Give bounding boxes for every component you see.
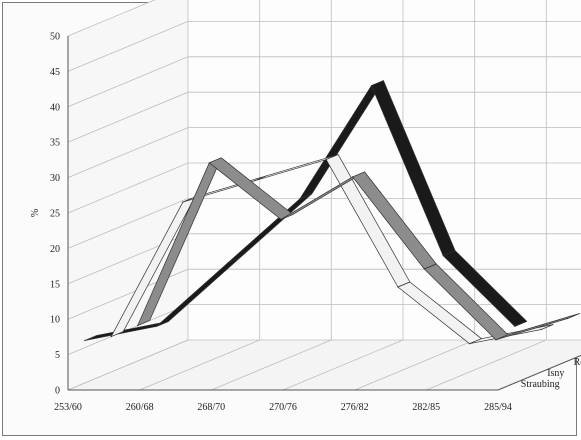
y-tick-label-5: 25	[50, 209, 60, 220]
data-point-regensburg-3	[352, 176, 354, 178]
data-point-regensburg-5	[495, 339, 497, 341]
data-point-straubing-0	[84, 339, 86, 342]
y-tick-label-3: 15	[50, 279, 60, 290]
data-point-regensburg-1	[208, 162, 210, 164]
data-point-straubing-6	[514, 325, 516, 327]
y-tick-label-6: 30	[50, 173, 60, 184]
gridline-x-1	[139, 0, 261, 391]
gridline-x-2	[211, 0, 332, 391]
data-point-straubing-5	[442, 255, 444, 257]
series-straubing	[84, 80, 528, 342]
y-tick-label-7: 35	[50, 138, 60, 149]
ribbon-segment-regensburg-5	[495, 313, 580, 341]
y-tick-label-9: 45	[50, 67, 60, 78]
y-tick-label-1: 5	[55, 350, 60, 361]
data-point-regensburg-0	[137, 325, 139, 327]
ribbon-segment-straubing-5	[442, 250, 528, 327]
data-point-isny-5	[468, 343, 471, 345]
data-point-straubing-4	[370, 85, 373, 87]
x-tick-label-2: 268/70	[197, 402, 225, 413]
y-tick-label-10: 50	[50, 32, 60, 43]
y-tick-label-0: 0	[55, 386, 60, 397]
x-tick-label-6: 285/94	[484, 402, 512, 413]
data-point-straubing-3	[299, 198, 301, 200]
series-label-regensburg: Regensburg	[574, 357, 581, 368]
y-tick-label-8: 40	[50, 102, 60, 113]
series-label-isny: Isny	[547, 368, 564, 379]
x-tick-label-5: 282/85	[412, 402, 440, 413]
y-axis-label: %	[30, 209, 41, 217]
floor	[68, 340, 581, 390]
gridline-x-5	[426, 0, 547, 391]
gridline-x-3	[282, 0, 404, 391]
back-wall	[188, 0, 581, 340]
data-point-regensburg-2	[280, 218, 282, 220]
chart-walls	[68, 0, 581, 390]
data-point-straubing-2	[227, 262, 229, 264]
data-point-isny-6	[540, 328, 542, 331]
x-tick-label-0: 253/60	[54, 402, 82, 413]
series-label-straubing: Straubing	[521, 379, 560, 390]
series-regensburg	[137, 157, 580, 341]
x-tick-label-1: 260/68	[126, 402, 154, 413]
series-isny	[110, 154, 554, 345]
y-tick-label-4: 20	[50, 244, 60, 255]
data-point-isny-0	[110, 336, 112, 338]
data-point-isny-3	[325, 159, 327, 161]
gridline-y-10	[67, 0, 156, 37]
data-point-isny-2	[253, 180, 256, 182]
data-point-isny-4	[397, 286, 399, 288]
data-point-straubing-1	[155, 325, 158, 327]
chart-series	[84, 80, 580, 345]
gridline-x-0	[67, 0, 189, 391]
data-point-regensburg-4	[423, 268, 425, 270]
data-point-regensburg-6	[567, 317, 569, 320]
depth-axis-line	[497, 354, 581, 391]
data-point-isny-1	[182, 201, 184, 203]
x-tick-label-3: 270/76	[269, 402, 297, 413]
y-tick-label-2: 10	[50, 315, 60, 326]
x-tick-label-4: 276/82	[341, 402, 369, 413]
